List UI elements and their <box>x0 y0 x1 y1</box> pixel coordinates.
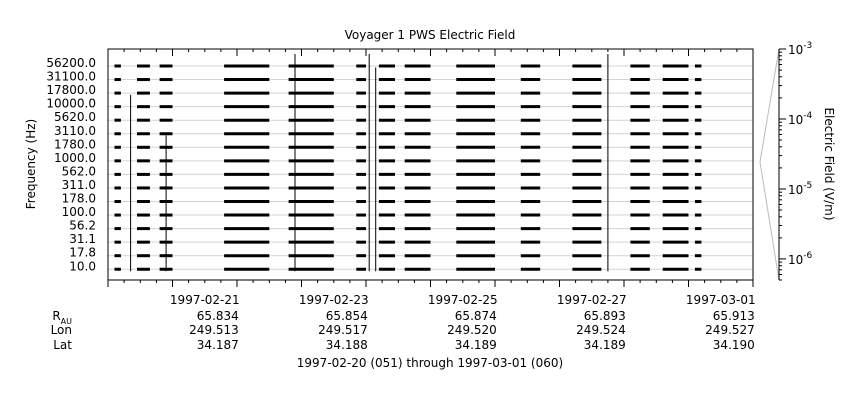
colorbar-ticks <box>779 48 786 281</box>
rau-value: 65.854 <box>326 309 368 323</box>
lon-value: 249.513 <box>189 323 239 337</box>
colorbar-tick-label: 10-4 <box>788 111 813 127</box>
colorbar-tick-label: 10-6 <box>788 251 813 267</box>
rau-value: 65.913 <box>713 309 755 323</box>
x-tick-label: 1997-02-25 <box>428 293 498 307</box>
y-tick-label: 56200.0 <box>46 56 96 70</box>
rau-row-label: RAU <box>52 309 72 326</box>
plot-frame <box>107 48 754 281</box>
x-tick-label: 1997-03-01 <box>686 293 756 307</box>
colorbar-label: Electric Field (V/m) <box>822 107 836 220</box>
y-tick-label: 17800.0 <box>46 83 96 97</box>
colorbar-tick-label: 10-5 <box>788 181 812 197</box>
colorbar: 10-3 10-4 10-5 10-6 Electric Field (V/m) <box>759 41 836 281</box>
rau-value: 65.874 <box>455 309 497 323</box>
y-tick-label: 5620.0 <box>54 110 96 124</box>
y-tick-label: 56.2 <box>69 219 96 233</box>
lat-row-label: Lat <box>53 338 72 352</box>
y-tick-label: 10.0 <box>69 259 96 273</box>
date-range-caption: 1997-02-20 (051) through 1997-03-01 (060… <box>297 356 563 370</box>
y-tick-label: 178.0 <box>62 192 96 206</box>
y-tick-label: 562.0 <box>62 164 96 178</box>
x-tick-label: 1997-02-23 <box>299 293 369 307</box>
chart-title: Voyager 1 PWS Electric Field <box>345 28 516 42</box>
lon-row-label: Lon <box>51 323 72 337</box>
plot-area <box>108 54 753 272</box>
y-tick-label: 311.0 <box>62 178 96 192</box>
y-tick-label: 31100.0 <box>46 70 96 84</box>
y-tick-label: 1780.0 <box>54 137 96 151</box>
y-tick-label: 3110.0 <box>54 124 96 138</box>
y-tick-label: 10000.0 <box>46 97 96 111</box>
lat-value: 34.188 <box>326 338 368 352</box>
rau-value: 65.834 <box>197 309 239 323</box>
y-tick-label: 31.1 <box>69 232 96 246</box>
y-axis-label: Frequency (Hz) <box>24 119 38 210</box>
colorbar-connector-top <box>759 48 780 163</box>
y-axis-tick-labels: 10.017.831.156.2100.0178.0311.0562.01000… <box>46 56 96 273</box>
lon-value: 249.527 <box>705 323 755 337</box>
colorbar-connector-bottom <box>759 161 780 281</box>
lat-value: 34.187 <box>197 338 239 352</box>
lat-value: 34.190 <box>713 338 755 352</box>
lat-value: 34.189 <box>584 338 626 352</box>
lat-value: 34.189 <box>455 338 497 352</box>
y-tick-label: 100.0 <box>62 205 96 219</box>
y-tick-label: 1000.0 <box>54 151 96 165</box>
lon-value: 249.517 <box>318 323 368 337</box>
lon-value: 249.524 <box>576 323 626 337</box>
lon-value: 249.520 <box>447 323 497 337</box>
colorbar-tick-label: 10-3 <box>788 41 812 57</box>
x-axis-ticks <box>107 49 754 287</box>
x-tick-label: 1997-02-21 <box>170 293 240 307</box>
y-tick-label: 17.8 <box>69 246 96 260</box>
x-tick-label: 1997-02-27 <box>557 293 627 307</box>
rau-value: 65.893 <box>584 309 626 323</box>
ephemeris-row-labels: RAU Lon Lat <box>51 309 73 352</box>
colorbar-tick-labels: 10-3 10-4 10-5 10-6 <box>788 41 813 267</box>
x-axis-tick-labels: 1997-02-21 1997-02-23 1997-02-25 1997-02-27… <box>170 293 756 307</box>
